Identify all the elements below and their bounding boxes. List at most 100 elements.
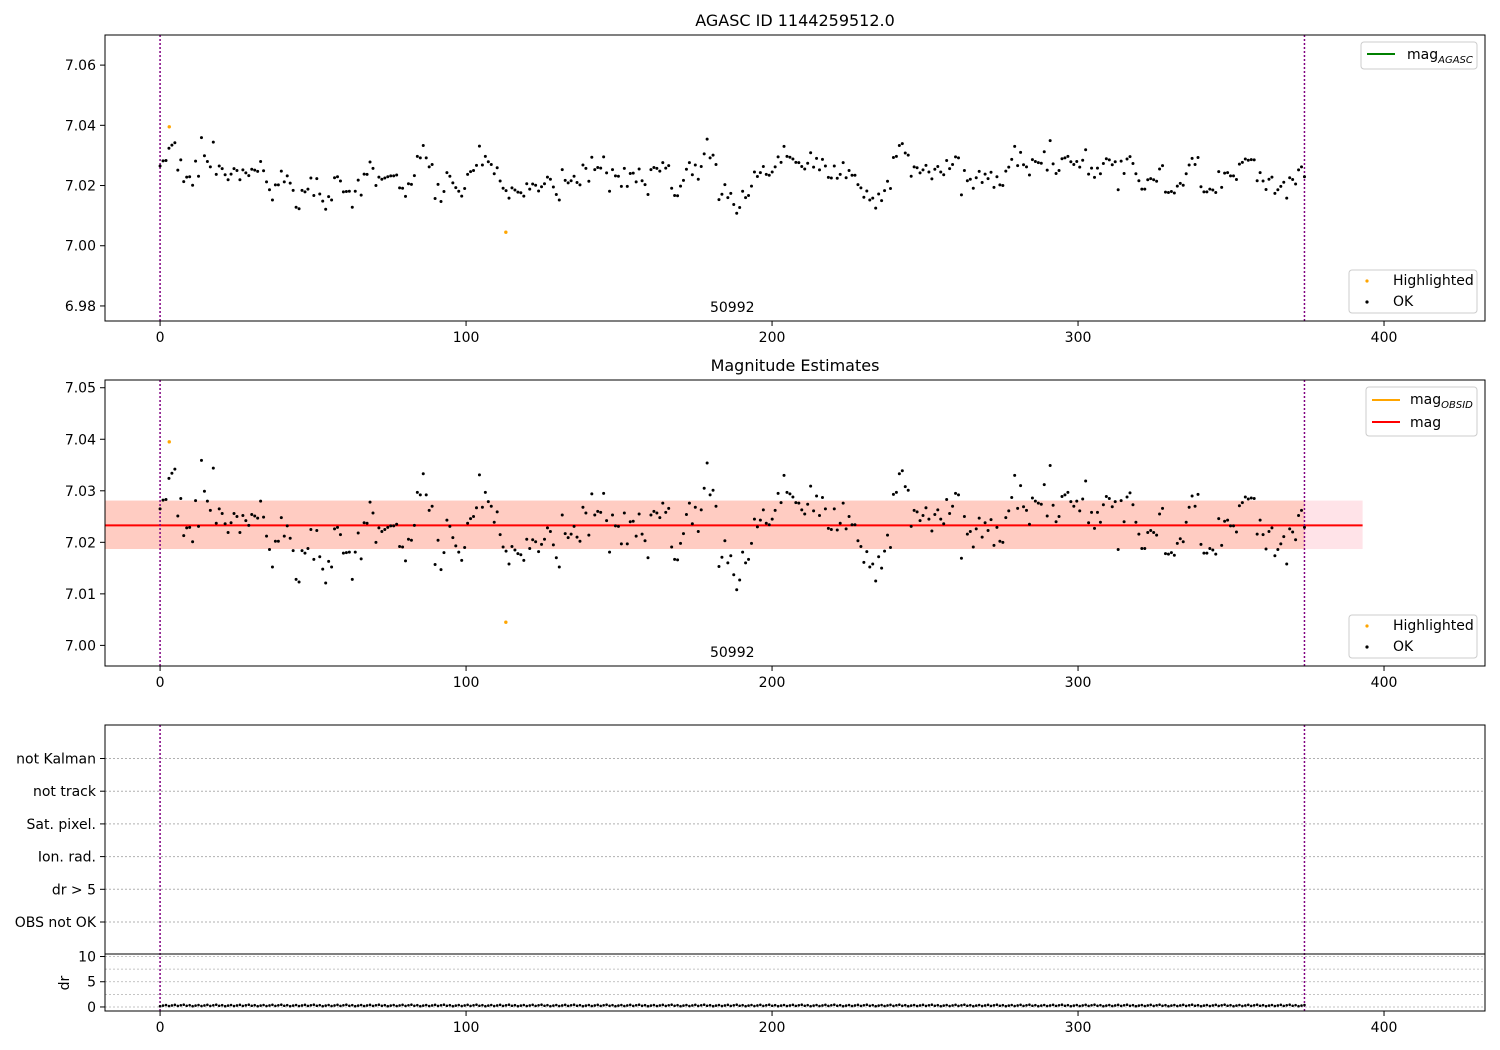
ok-point — [888, 545, 892, 549]
ok-point — [912, 508, 916, 512]
y-tick-label: 7.01 — [65, 587, 96, 603]
ok-point — [1158, 512, 1162, 516]
ok-point — [773, 508, 777, 512]
ok-point — [454, 544, 458, 548]
dr-point — [430, 1004, 434, 1007]
ok-point — [785, 490, 789, 494]
dr-point — [1161, 1004, 1164, 1008]
ok-point — [448, 174, 452, 178]
ok-point — [983, 172, 987, 176]
dr-point — [1060, 1003, 1064, 1006]
ok-point — [525, 537, 529, 541]
ok-point — [362, 521, 366, 525]
ok-point — [918, 171, 922, 175]
ok-point — [1187, 163, 1191, 167]
ok-point — [735, 588, 739, 592]
ok-point — [1152, 531, 1156, 535]
ok-point — [954, 155, 958, 159]
dr-point — [824, 1003, 827, 1007]
ok-point — [336, 525, 340, 529]
ok-point — [853, 173, 857, 177]
ok-point — [670, 186, 674, 190]
ok-point — [575, 181, 579, 185]
ok-point — [380, 177, 384, 181]
ok-point — [803, 167, 807, 171]
ok-point — [1030, 496, 1034, 500]
ok-point — [643, 183, 647, 187]
y-tick-label: 7.02 — [65, 179, 96, 195]
dr-point — [865, 1003, 869, 1006]
ok-point — [545, 175, 549, 179]
ok-point — [998, 183, 1002, 187]
ok-point — [977, 516, 981, 520]
ok-point — [404, 559, 408, 563]
ok-point — [383, 527, 387, 531]
ok-point — [608, 189, 612, 193]
panel-agasc-marks — [158, 35, 1306, 321]
dr-point — [383, 1003, 387, 1007]
ok-point — [939, 517, 943, 521]
ok-point — [1152, 178, 1156, 182]
ok-point — [170, 471, 174, 475]
ok-point — [596, 509, 600, 513]
dr-point — [779, 1004, 783, 1007]
dr-point — [977, 1003, 981, 1007]
ok-point — [179, 158, 183, 162]
ok-point — [294, 577, 298, 581]
ok-point — [835, 528, 839, 532]
ok-point — [1057, 515, 1061, 519]
dr-point — [285, 1003, 289, 1007]
panel-agasc-legend-bottom: Highlighted OK — [1348, 269, 1478, 314]
ok-point — [436, 182, 440, 186]
ok-point — [439, 199, 443, 203]
ok-point — [933, 167, 937, 171]
ok-point — [356, 531, 360, 535]
ok-point — [439, 568, 443, 572]
ok-point — [572, 524, 576, 528]
ok-point — [270, 565, 274, 569]
ok-point — [188, 525, 192, 529]
ok-point — [1202, 551, 1206, 555]
ok-point — [1220, 185, 1224, 189]
highlighted-point — [167, 440, 171, 444]
ok-point — [776, 491, 780, 495]
ok-point — [1246, 497, 1250, 501]
ok-point — [856, 539, 860, 543]
dr-point — [1184, 1004, 1188, 1008]
dr-point — [625, 1004, 629, 1007]
dr-point — [487, 1004, 490, 1007]
ok-point — [1178, 537, 1182, 541]
dr-point — [398, 1004, 401, 1007]
ok-point — [507, 562, 511, 566]
ok-point — [812, 165, 816, 169]
dr-point — [744, 1004, 747, 1008]
ok-point — [1093, 526, 1097, 530]
ok-point — [1060, 494, 1064, 498]
ok-point — [300, 549, 304, 553]
ok-point — [1039, 161, 1043, 165]
ok-point — [448, 524, 452, 528]
ok-point — [782, 473, 786, 477]
ok-point — [1205, 190, 1209, 194]
ok-point — [404, 194, 408, 198]
ok-point — [1234, 530, 1238, 534]
ok-point — [587, 533, 591, 537]
ok-point — [903, 485, 907, 489]
ok-point — [383, 176, 387, 180]
ok-point — [1282, 535, 1286, 539]
ok-point — [886, 179, 890, 183]
dr-point — [348, 1004, 351, 1008]
ok-point — [906, 488, 910, 492]
ok-point — [1027, 173, 1031, 177]
dr-point — [898, 1003, 901, 1006]
dr-point — [179, 1004, 183, 1007]
ok-point — [365, 521, 369, 525]
ok-point — [1090, 166, 1094, 170]
ok-point — [498, 179, 502, 183]
dr-point — [371, 1004, 375, 1008]
highlighted-point — [504, 230, 508, 234]
ok-point — [1231, 524, 1235, 528]
ok-point — [226, 178, 230, 182]
dr-point — [691, 1004, 694, 1007]
dr-point — [265, 1004, 268, 1008]
